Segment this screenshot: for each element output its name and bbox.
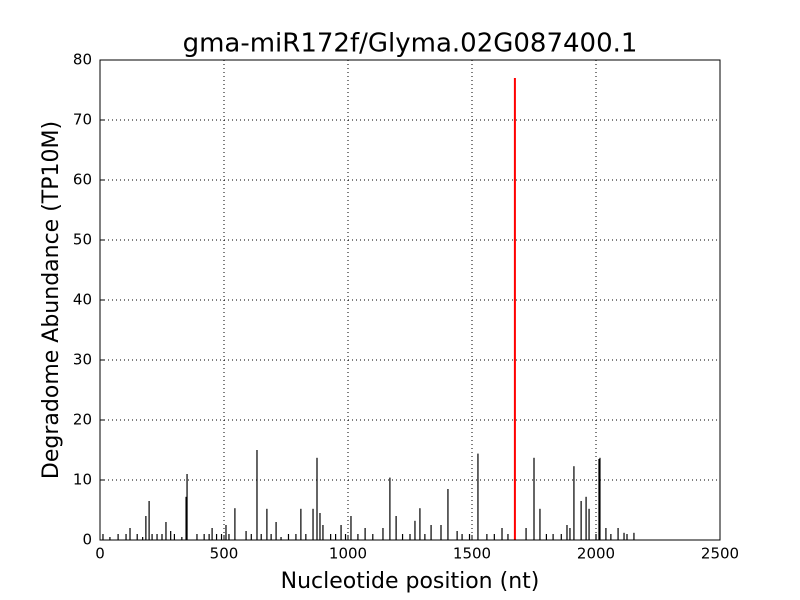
plot-frame	[99, 59, 721, 541]
x-axis-label: Nucleotide position (nt)	[281, 569, 540, 594]
x-tick-label: 500	[210, 545, 239, 563]
x-tick-label: 1000	[329, 545, 367, 563]
chart-title: gma-miR172f/Glyma.02G087400.1	[183, 29, 638, 59]
x-tick-label: 2000	[577, 545, 615, 563]
y-tick-label: 60	[73, 171, 92, 189]
y-tick-label: 0	[82, 531, 92, 549]
y-tick-label: 10	[73, 471, 92, 489]
y-tick-label: 70	[73, 111, 92, 129]
x-tick-label: 0	[95, 545, 105, 563]
x-tick-label: 1500	[453, 545, 491, 563]
x-tick-label: 2500	[701, 545, 739, 563]
y-axis-label: Degradome Abundance (TP10M)	[39, 121, 64, 479]
y-tick-label: 80	[73, 51, 92, 69]
y-tick-label: 50	[73, 231, 92, 249]
y-tick-label: 30	[73, 351, 92, 369]
y-tick-label: 40	[73, 291, 92, 309]
y-tick-label: 20	[73, 411, 92, 429]
